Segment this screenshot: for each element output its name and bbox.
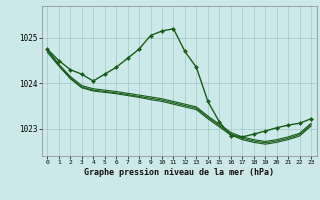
X-axis label: Graphe pression niveau de la mer (hPa): Graphe pression niveau de la mer (hPa) [84,168,274,177]
